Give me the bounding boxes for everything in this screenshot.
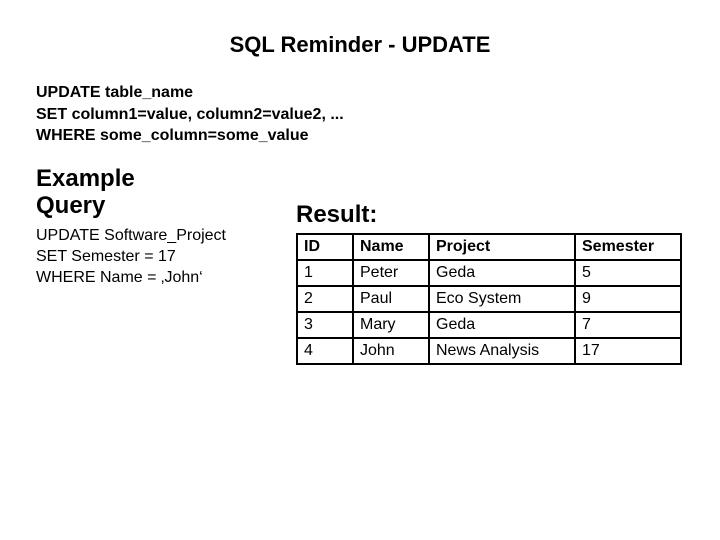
right-column: Result: ID Name Project Semester 1 Peter… <box>296 165 684 365</box>
cell-semester: 7 <box>575 312 681 338</box>
example-heading: Example Query <box>36 165 296 220</box>
col-project: Project <box>429 234 575 260</box>
table-header: ID Name Project Semester <box>297 234 681 260</box>
cell-project: Eco System <box>429 286 575 312</box>
table-row: 3 Mary Geda 7 <box>297 312 681 338</box>
syntax-line-2: SET column1=value, column2=value2, ... <box>36 104 684 126</box>
col-name: Name <box>353 234 429 260</box>
example-heading-line1: Example <box>36 165 296 193</box>
cell-id: 1 <box>297 260 353 286</box>
page-title: SQL Reminder - UPDATE <box>36 32 684 58</box>
cell-name: Mary <box>353 312 429 338</box>
result-heading: Result: <box>296 201 684 229</box>
cell-project: Geda <box>429 312 575 338</box>
cell-semester: 5 <box>575 260 681 286</box>
query-line-2: SET Semester = 17 <box>36 247 296 268</box>
example-heading-line2: Query <box>36 192 296 220</box>
cell-name: John <box>353 338 429 364</box>
col-id: ID <box>297 234 353 260</box>
syntax-block: UPDATE table_name SET column1=value, col… <box>36 82 684 147</box>
syntax-line-1: UPDATE table_name <box>36 82 684 104</box>
table-row: 2 Paul Eco System 9 <box>297 286 681 312</box>
slide: SQL Reminder - UPDATE UPDATE table_name … <box>0 0 720 540</box>
result-table: ID Name Project Semester 1 Peter Geda 5 … <box>296 233 682 365</box>
query-line-3: WHERE Name = ‚John‘ <box>36 268 296 289</box>
cell-name: Paul <box>353 286 429 312</box>
syntax-line-3: WHERE some_column=some_value <box>36 125 684 147</box>
cell-id: 2 <box>297 286 353 312</box>
cell-id: 3 <box>297 312 353 338</box>
col-semester: Semester <box>575 234 681 260</box>
query-block: UPDATE Software_Project SET Semester = 1… <box>36 226 296 288</box>
table-header-row: ID Name Project Semester <box>297 234 681 260</box>
table-body: 1 Peter Geda 5 2 Paul Eco System 9 3 Mar… <box>297 260 681 364</box>
cell-semester: 17 <box>575 338 681 364</box>
left-column: Example Query UPDATE Software_Project SE… <box>36 165 296 289</box>
cell-project: Geda <box>429 260 575 286</box>
query-line-1: UPDATE Software_Project <box>36 226 296 247</box>
cell-name: Peter <box>353 260 429 286</box>
two-column-layout: Example Query UPDATE Software_Project SE… <box>36 165 684 365</box>
table-row: 4 John News Analysis 17 <box>297 338 681 364</box>
cell-id: 4 <box>297 338 353 364</box>
table-row: 1 Peter Geda 5 <box>297 260 681 286</box>
cell-semester: 9 <box>575 286 681 312</box>
cell-project: News Analysis <box>429 338 575 364</box>
